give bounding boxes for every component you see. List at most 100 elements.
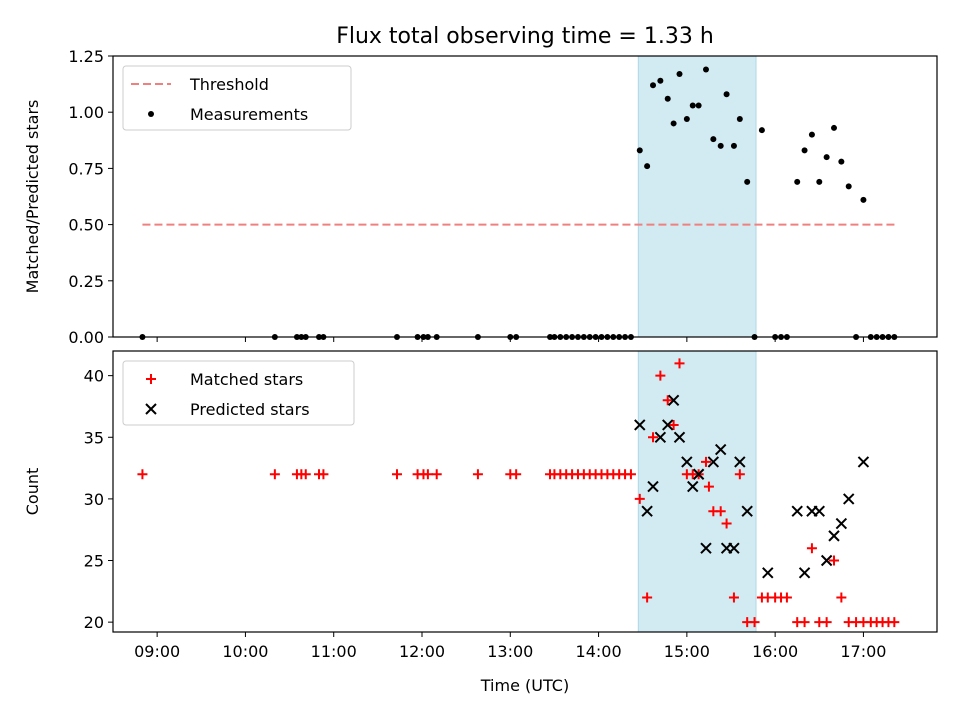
y-tick-label: 20: [84, 613, 104, 632]
matched-star-point: [749, 617, 760, 628]
y-tick-label: 35: [84, 428, 104, 447]
predicted-star-point: [641, 505, 653, 517]
x-tick-label: 15:00: [664, 642, 710, 661]
measurement-point: [636, 147, 643, 154]
matched-star-point: [391, 469, 402, 480]
x-tick-label: 11:00: [311, 642, 357, 661]
measurement-point: [664, 95, 671, 102]
matched-star-point: [648, 432, 659, 443]
legend-label: Measurements: [190, 105, 308, 124]
measurement-point: [650, 82, 657, 89]
matched-star-point: [422, 469, 433, 480]
legend-measurement-swatch: [148, 111, 154, 117]
predicted-star-point: [820, 554, 833, 567]
matched-star-point: [674, 358, 685, 369]
measurement-point: [801, 147, 808, 154]
predicted-star-point: [647, 480, 659, 493]
measurement-point: [730, 142, 737, 149]
measurement-point: [683, 115, 690, 122]
predicted-star-point: [662, 419, 674, 431]
matched-star-point: [781, 592, 792, 603]
predicted-star-point: [634, 419, 646, 431]
x-axis-label: Time (UTC): [480, 676, 569, 695]
y-tick-label: 30: [84, 490, 104, 509]
legend-label: Threshold: [189, 75, 269, 94]
legend: Threshold Measurements: [122, 65, 352, 131]
matched-star-point: [806, 543, 817, 554]
predicted-star-point: [714, 443, 727, 456]
measurement-point: [676, 70, 683, 77]
measurement-point: [695, 102, 702, 109]
predicted-star-point: [798, 567, 811, 579]
matched-star-point: [728, 592, 739, 603]
legend-label: Matched stars: [190, 370, 303, 389]
x-tick-label: 09:00: [134, 642, 180, 661]
y-tick-label: 1.00: [68, 103, 104, 122]
predicted-star-point: [835, 517, 848, 530]
x-tick-label: 10:00: [222, 642, 268, 661]
y-tick-label: 25: [84, 552, 104, 571]
measurement-point: [644, 163, 651, 170]
measurement-point: [657, 77, 664, 84]
matched-star-point: [625, 469, 636, 480]
measurement-point: [670, 120, 677, 127]
measurement-point: [723, 91, 730, 98]
legend-label: Predicted stars: [190, 400, 310, 419]
y-tick-label: 0.00: [68, 328, 104, 347]
legend-frame: [122, 65, 352, 131]
measurement-point: [823, 154, 830, 161]
top-panel: 0.00 0.25 0.50 0.75 1.00 1.25 Matched/Predicte…: [23, 47, 938, 347]
predicted-star-point: [667, 394, 680, 407]
matched-star-point: [836, 592, 847, 603]
matched-star-point: [300, 469, 311, 480]
legend-frame: [122, 360, 355, 426]
matched-star-point: [655, 370, 666, 381]
predicted-star-point: [762, 567, 774, 579]
x-tick-label: 14:00: [576, 642, 622, 661]
predicted-star-point: [707, 456, 720, 468]
x-tick-label: 12:00: [399, 642, 445, 661]
predicted-star-point: [857, 456, 870, 468]
matched-star-point: [511, 469, 522, 480]
measurement-point: [744, 178, 751, 185]
axes-frame: [112, 55, 938, 338]
y-tick-label: 1.25: [68, 47, 104, 66]
matched-star-point: [799, 617, 810, 628]
matched-star-point: [703, 481, 714, 492]
measurement-point: [758, 127, 765, 134]
measurement-point: [808, 131, 815, 138]
predicted-star-point: [843, 493, 855, 505]
matched-star-point: [431, 469, 442, 480]
measurement-point: [702, 66, 709, 73]
y-tick-label: 0.25: [68, 272, 104, 291]
measurement-point: [831, 124, 837, 131]
axes-frame: [112, 350, 938, 633]
matched-star-point: [734, 469, 745, 480]
predicted-star-point: [828, 530, 840, 542]
x-tick-label: 16:00: [752, 642, 798, 661]
predicted-star-point: [791, 505, 803, 517]
predicted-star-point: [692, 468, 705, 480]
matched-star-point: [700, 456, 711, 467]
measurement-point: [710, 136, 717, 143]
figure-title: Flux total observing time = 1.33 h: [336, 24, 714, 49]
y-axis-label: Matched/Predicted stars: [23, 100, 42, 294]
matched-star-point: [269, 469, 280, 480]
matched-star-point: [668, 419, 679, 430]
predicted-star-point: [673, 431, 686, 443]
measurement-point: [860, 196, 867, 203]
x-tick-label: 17:00: [840, 642, 886, 661]
predicted-star-point: [681, 456, 693, 468]
predicted-star-point: [700, 542, 712, 554]
matched-star-point: [634, 493, 645, 504]
measurement-point: [689, 102, 696, 109]
y-tick-label: 40: [84, 367, 104, 386]
bottom-panel: 20 25 30 35 40 09:00 10:00 11:00 12:00 13:00 14:00…: [23, 350, 938, 695]
y-tick-label: 0.50: [68, 216, 104, 235]
highlight-span: [637, 55, 757, 338]
matched-star-point: [821, 617, 832, 628]
matched-star-point: [721, 518, 732, 529]
y-axis-label: Count: [23, 468, 42, 516]
matched-star-point: [662, 395, 673, 406]
